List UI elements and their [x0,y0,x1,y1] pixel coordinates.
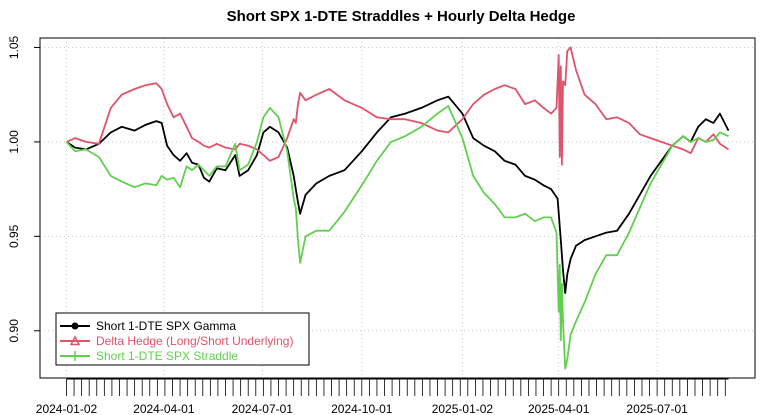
x-tick-label: 2025-07-01 [626,402,688,415]
y-tick-label: 1.05 [7,35,21,59]
x-tick-label: 2025-01-02 [432,402,494,415]
x-tick-label: 2024-10-01 [331,402,393,415]
y-tick-label: 0.95 [7,224,21,248]
legend-label: Delta Hedge (Long/Short Underlying) [96,334,293,348]
x-tick-label: 2024-07-01 [232,402,294,415]
x-tick-label: 2024-04-01 [133,402,195,415]
x-tick-label: 2025-04-01 [528,402,590,415]
circle-marker-icon [72,323,79,330]
legend-label: Short 1-DTE SPX Gamma [96,319,236,333]
x-tick-label: 2024-01-02 [36,402,98,415]
chart-title: Short SPX 1-DTE Straddles + Hourly Delta… [227,8,576,25]
y-tick-label: 0.90 [7,319,21,343]
legend-label: Short 1-DTE SPX Straddle [96,349,238,363]
y-tick-label: 1.00 [7,130,21,154]
